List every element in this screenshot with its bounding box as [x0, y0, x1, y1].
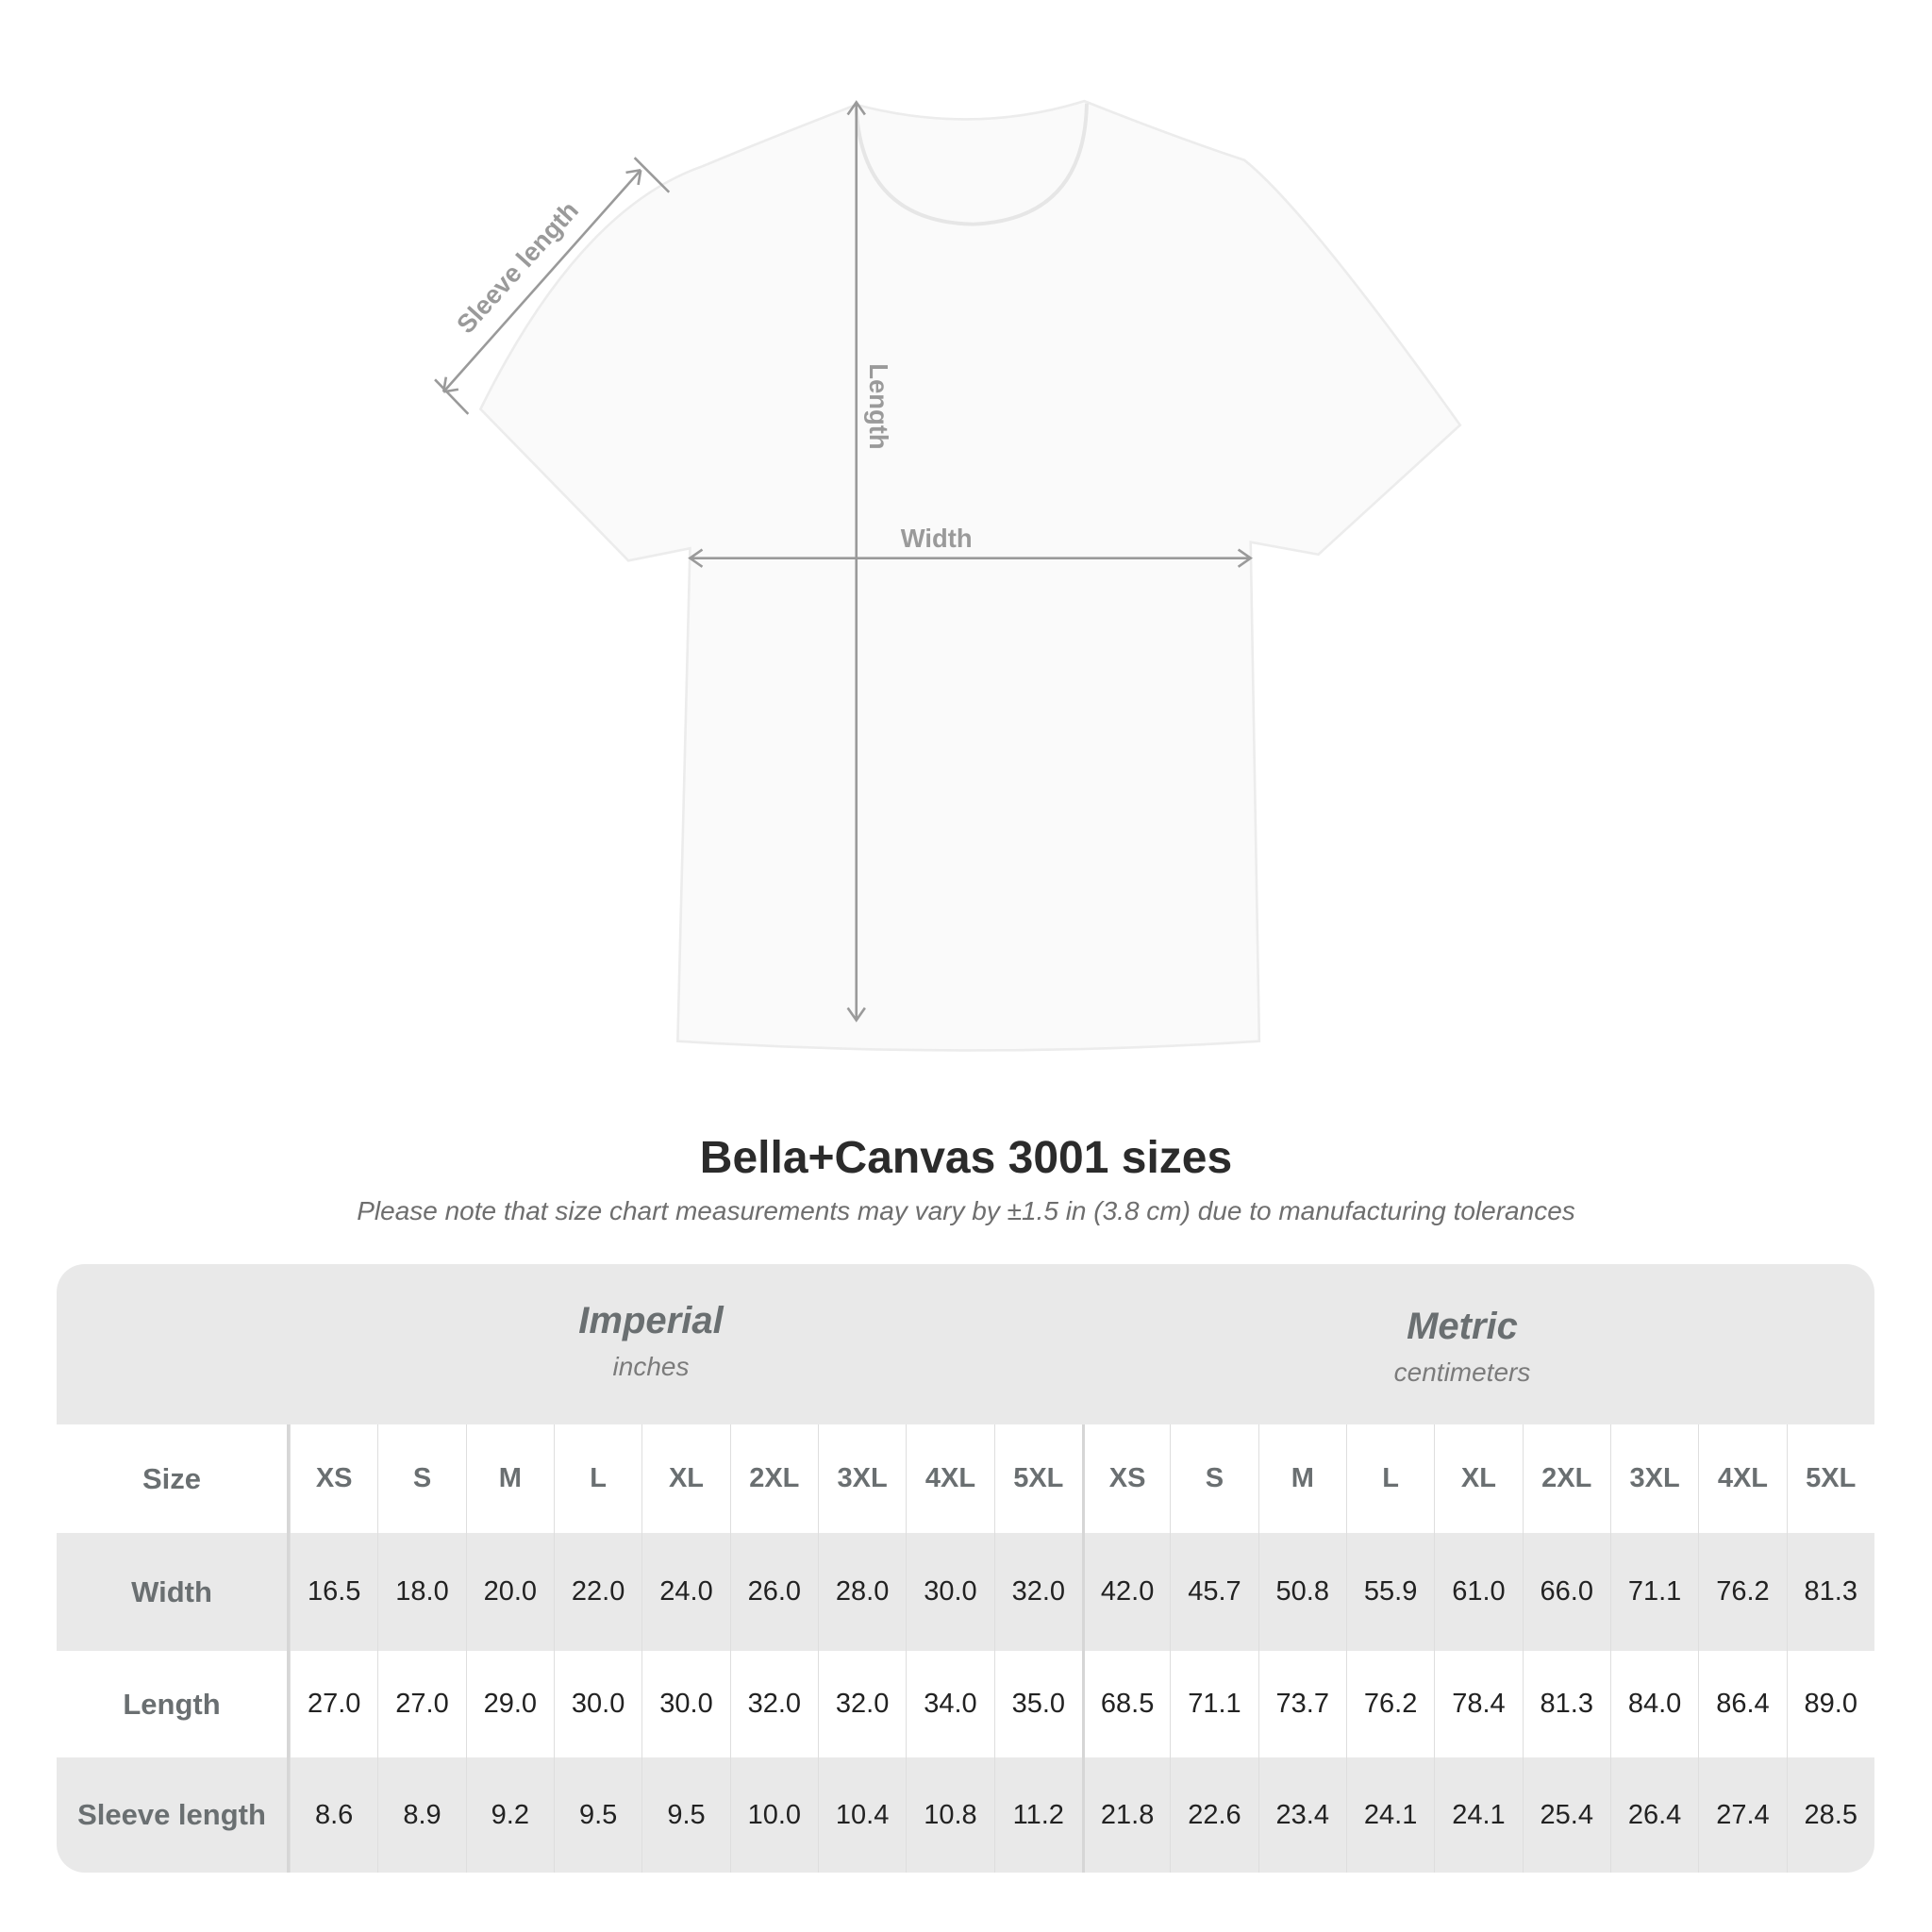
- table-cell: 55.9: [1345, 1533, 1434, 1651]
- table-cell: 29.0: [465, 1651, 554, 1757]
- width-label: Width: [901, 524, 973, 553]
- row-label: Width: [57, 1533, 290, 1651]
- table-cell: 16.5: [290, 1533, 377, 1651]
- imperial-title: Imperial: [578, 1300, 724, 1341]
- table-cell: 50.8: [1257, 1533, 1346, 1651]
- table-cell: 84.0: [1609, 1651, 1698, 1757]
- size-header: XS: [290, 1424, 377, 1533]
- size-header: M: [1257, 1424, 1346, 1533]
- table-cell: 26.0: [729, 1533, 818, 1651]
- size-header: XL: [1434, 1424, 1522, 1533]
- size-header: L: [1345, 1424, 1434, 1533]
- table-cell: 27.0: [377, 1651, 465, 1757]
- table-cell: 26.4: [1609, 1757, 1698, 1873]
- size-header: L: [553, 1424, 641, 1533]
- table-cell: 73.7: [1257, 1651, 1346, 1757]
- table-cell: 9.5: [553, 1757, 641, 1873]
- row-label: Sleeve length: [57, 1757, 290, 1873]
- table-row: Width 16.5 18.0 20.0 22.0 24.0 26.0 28.0 30.0 32.…: [57, 1533, 1874, 1651]
- length-label: Length: [864, 363, 893, 449]
- table-cell: 61.0: [1434, 1533, 1522, 1651]
- table-cell: 22.6: [1170, 1757, 1257, 1873]
- size-header: 5XL: [1786, 1424, 1874, 1533]
- table-cell: 28.5: [1786, 1757, 1874, 1873]
- metric-title: Metric: [1407, 1306, 1518, 1347]
- table-cell: 24.1: [1345, 1757, 1434, 1873]
- collar: [854, 103, 1089, 226]
- size-header: 4XL: [906, 1424, 993, 1533]
- size-table: Imperial inches Metric centimeters Size X…: [57, 1264, 1874, 1873]
- table-cell: 8.9: [377, 1757, 465, 1873]
- table-cell: 10.0: [729, 1757, 818, 1873]
- metric-header: Metric centimeters: [1179, 1306, 1745, 1388]
- size-header: 2XL: [1522, 1424, 1610, 1533]
- imperial-header: Imperial inches: [368, 1300, 934, 1382]
- table-cell: 9.5: [641, 1757, 729, 1873]
- table-row: Sleeve length 8.6 8.9 9.2 9.5 9.5 10.0 10.4 10.8…: [57, 1757, 1874, 1873]
- table-cell: 66.0: [1522, 1533, 1610, 1651]
- table-cell: 18.0: [377, 1533, 465, 1651]
- table-cell: 28.0: [817, 1533, 906, 1651]
- table-cell: 34.0: [906, 1651, 993, 1757]
- size-header: 5XL: [993, 1424, 1082, 1533]
- table-cell: 27.4: [1698, 1757, 1786, 1873]
- table-cell: 35.0: [993, 1651, 1082, 1757]
- size-header: 3XL: [1609, 1424, 1698, 1533]
- size-header: 3XL: [817, 1424, 906, 1533]
- size-header: 4XL: [1698, 1424, 1786, 1533]
- table-cell: 25.4: [1522, 1757, 1610, 1873]
- table-cell: 42.0: [1081, 1533, 1170, 1651]
- table-cell: 24.0: [641, 1533, 729, 1651]
- table-cell: 45.7: [1170, 1533, 1257, 1651]
- tolerance-note: Please note that size chart measurements…: [357, 1196, 1575, 1225]
- table-cell: 81.3: [1786, 1533, 1874, 1651]
- table-cell: 23.4: [1257, 1757, 1346, 1873]
- sleeve-arrow: [442, 169, 642, 393]
- table-cell: 21.8: [1081, 1757, 1170, 1873]
- page-title: Bella+Canvas 3001 sizes: [699, 1133, 1233, 1183]
- table-cell: 86.4: [1698, 1651, 1786, 1757]
- size-header: S: [377, 1424, 465, 1533]
- metric-unit: centimeters: [1393, 1357, 1531, 1387]
- table-cell: 8.6: [290, 1757, 377, 1873]
- table-cell: 78.4: [1434, 1651, 1522, 1757]
- table-cell: 76.2: [1345, 1651, 1434, 1757]
- table-cell: 76.2: [1698, 1533, 1786, 1651]
- table-cell: 32.0: [817, 1651, 906, 1757]
- table-cell: 30.0: [641, 1651, 729, 1757]
- size-header: XS: [1081, 1424, 1170, 1533]
- table-cell: 71.1: [1170, 1651, 1257, 1757]
- table-cell: 68.5: [1081, 1651, 1170, 1757]
- table-row: Length 27.0 27.0 29.0 30.0 30.0 32.0 32.0 34.0 35…: [57, 1651, 1874, 1757]
- imperial-unit: inches: [612, 1352, 690, 1381]
- table-cell: 71.1: [1609, 1533, 1698, 1651]
- table-cell: 27.0: [290, 1651, 377, 1757]
- row-label: Length: [57, 1651, 290, 1757]
- table-cell: 32.0: [993, 1533, 1082, 1651]
- table-cell: 30.0: [906, 1533, 993, 1651]
- table-cell: 30.0: [553, 1651, 641, 1757]
- row-label: Size: [57, 1424, 290, 1533]
- table-cell: 89.0: [1786, 1651, 1874, 1757]
- size-header: M: [465, 1424, 554, 1533]
- table-cell: 9.2: [465, 1757, 554, 1873]
- table-cell: 22.0: [553, 1533, 641, 1651]
- table-cell: 20.0: [465, 1533, 554, 1651]
- table-cell: 11.2: [993, 1757, 1082, 1873]
- size-header: S: [1170, 1424, 1257, 1533]
- table-cell: 24.1: [1434, 1757, 1522, 1873]
- tshirt-shape: [478, 99, 1462, 1052]
- table-cell: 32.0: [729, 1651, 818, 1757]
- table-cell: 10.8: [906, 1757, 993, 1873]
- size-header: 2XL: [729, 1424, 818, 1533]
- size-header: XL: [641, 1424, 729, 1533]
- table-cell: 81.3: [1522, 1651, 1610, 1757]
- table-cell: 10.4: [817, 1757, 906, 1873]
- size-header-row: Size XS S M L XL 2XL 3XL 4XL 5XL XS S M L XL 2XL 3XL 4XL 5…: [57, 1424, 1874, 1533]
